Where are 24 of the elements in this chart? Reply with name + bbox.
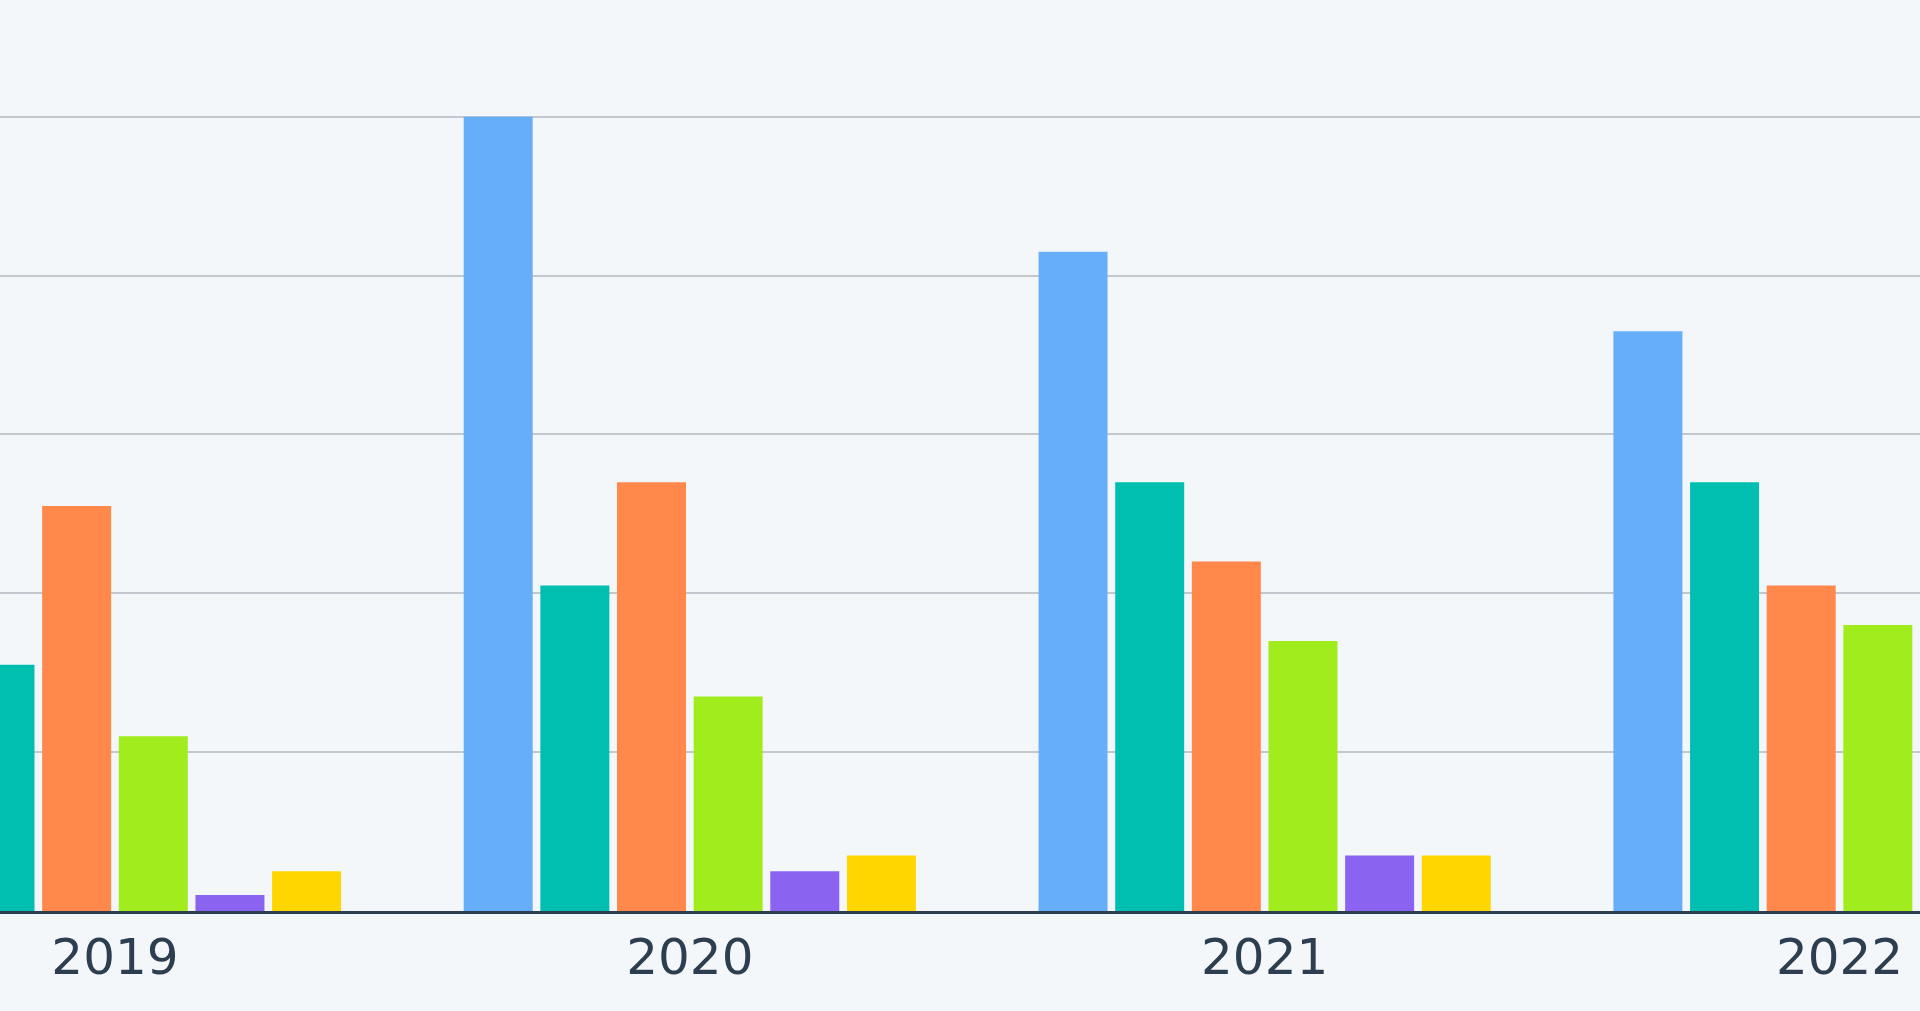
x-tick-label: 2021 — [1201, 928, 1329, 986]
bar — [1345, 855, 1415, 911]
bar — [1690, 482, 1760, 911]
x-tick-label: 2022 — [1775, 928, 1904, 986]
bar — [1268, 640, 1338, 911]
bar — [118, 736, 188, 911]
bar — [1613, 331, 1683, 911]
bar — [1038, 251, 1108, 911]
bar — [1766, 585, 1836, 911]
bar — [693, 696, 763, 911]
bar — [540, 585, 610, 911]
bar — [195, 895, 265, 911]
bar — [272, 871, 342, 911]
bar — [617, 482, 686, 911]
x-tick-label: 2020 — [626, 928, 754, 986]
bar — [1115, 482, 1185, 911]
bar — [1191, 561, 1261, 911]
x-tick-label: 2019 — [51, 928, 179, 986]
bar — [770, 871, 840, 911]
bar — [42, 505, 112, 911]
bar — [463, 116, 533, 911]
bar — [1843, 625, 1913, 911]
bar — [846, 855, 916, 911]
bar — [1421, 855, 1491, 911]
